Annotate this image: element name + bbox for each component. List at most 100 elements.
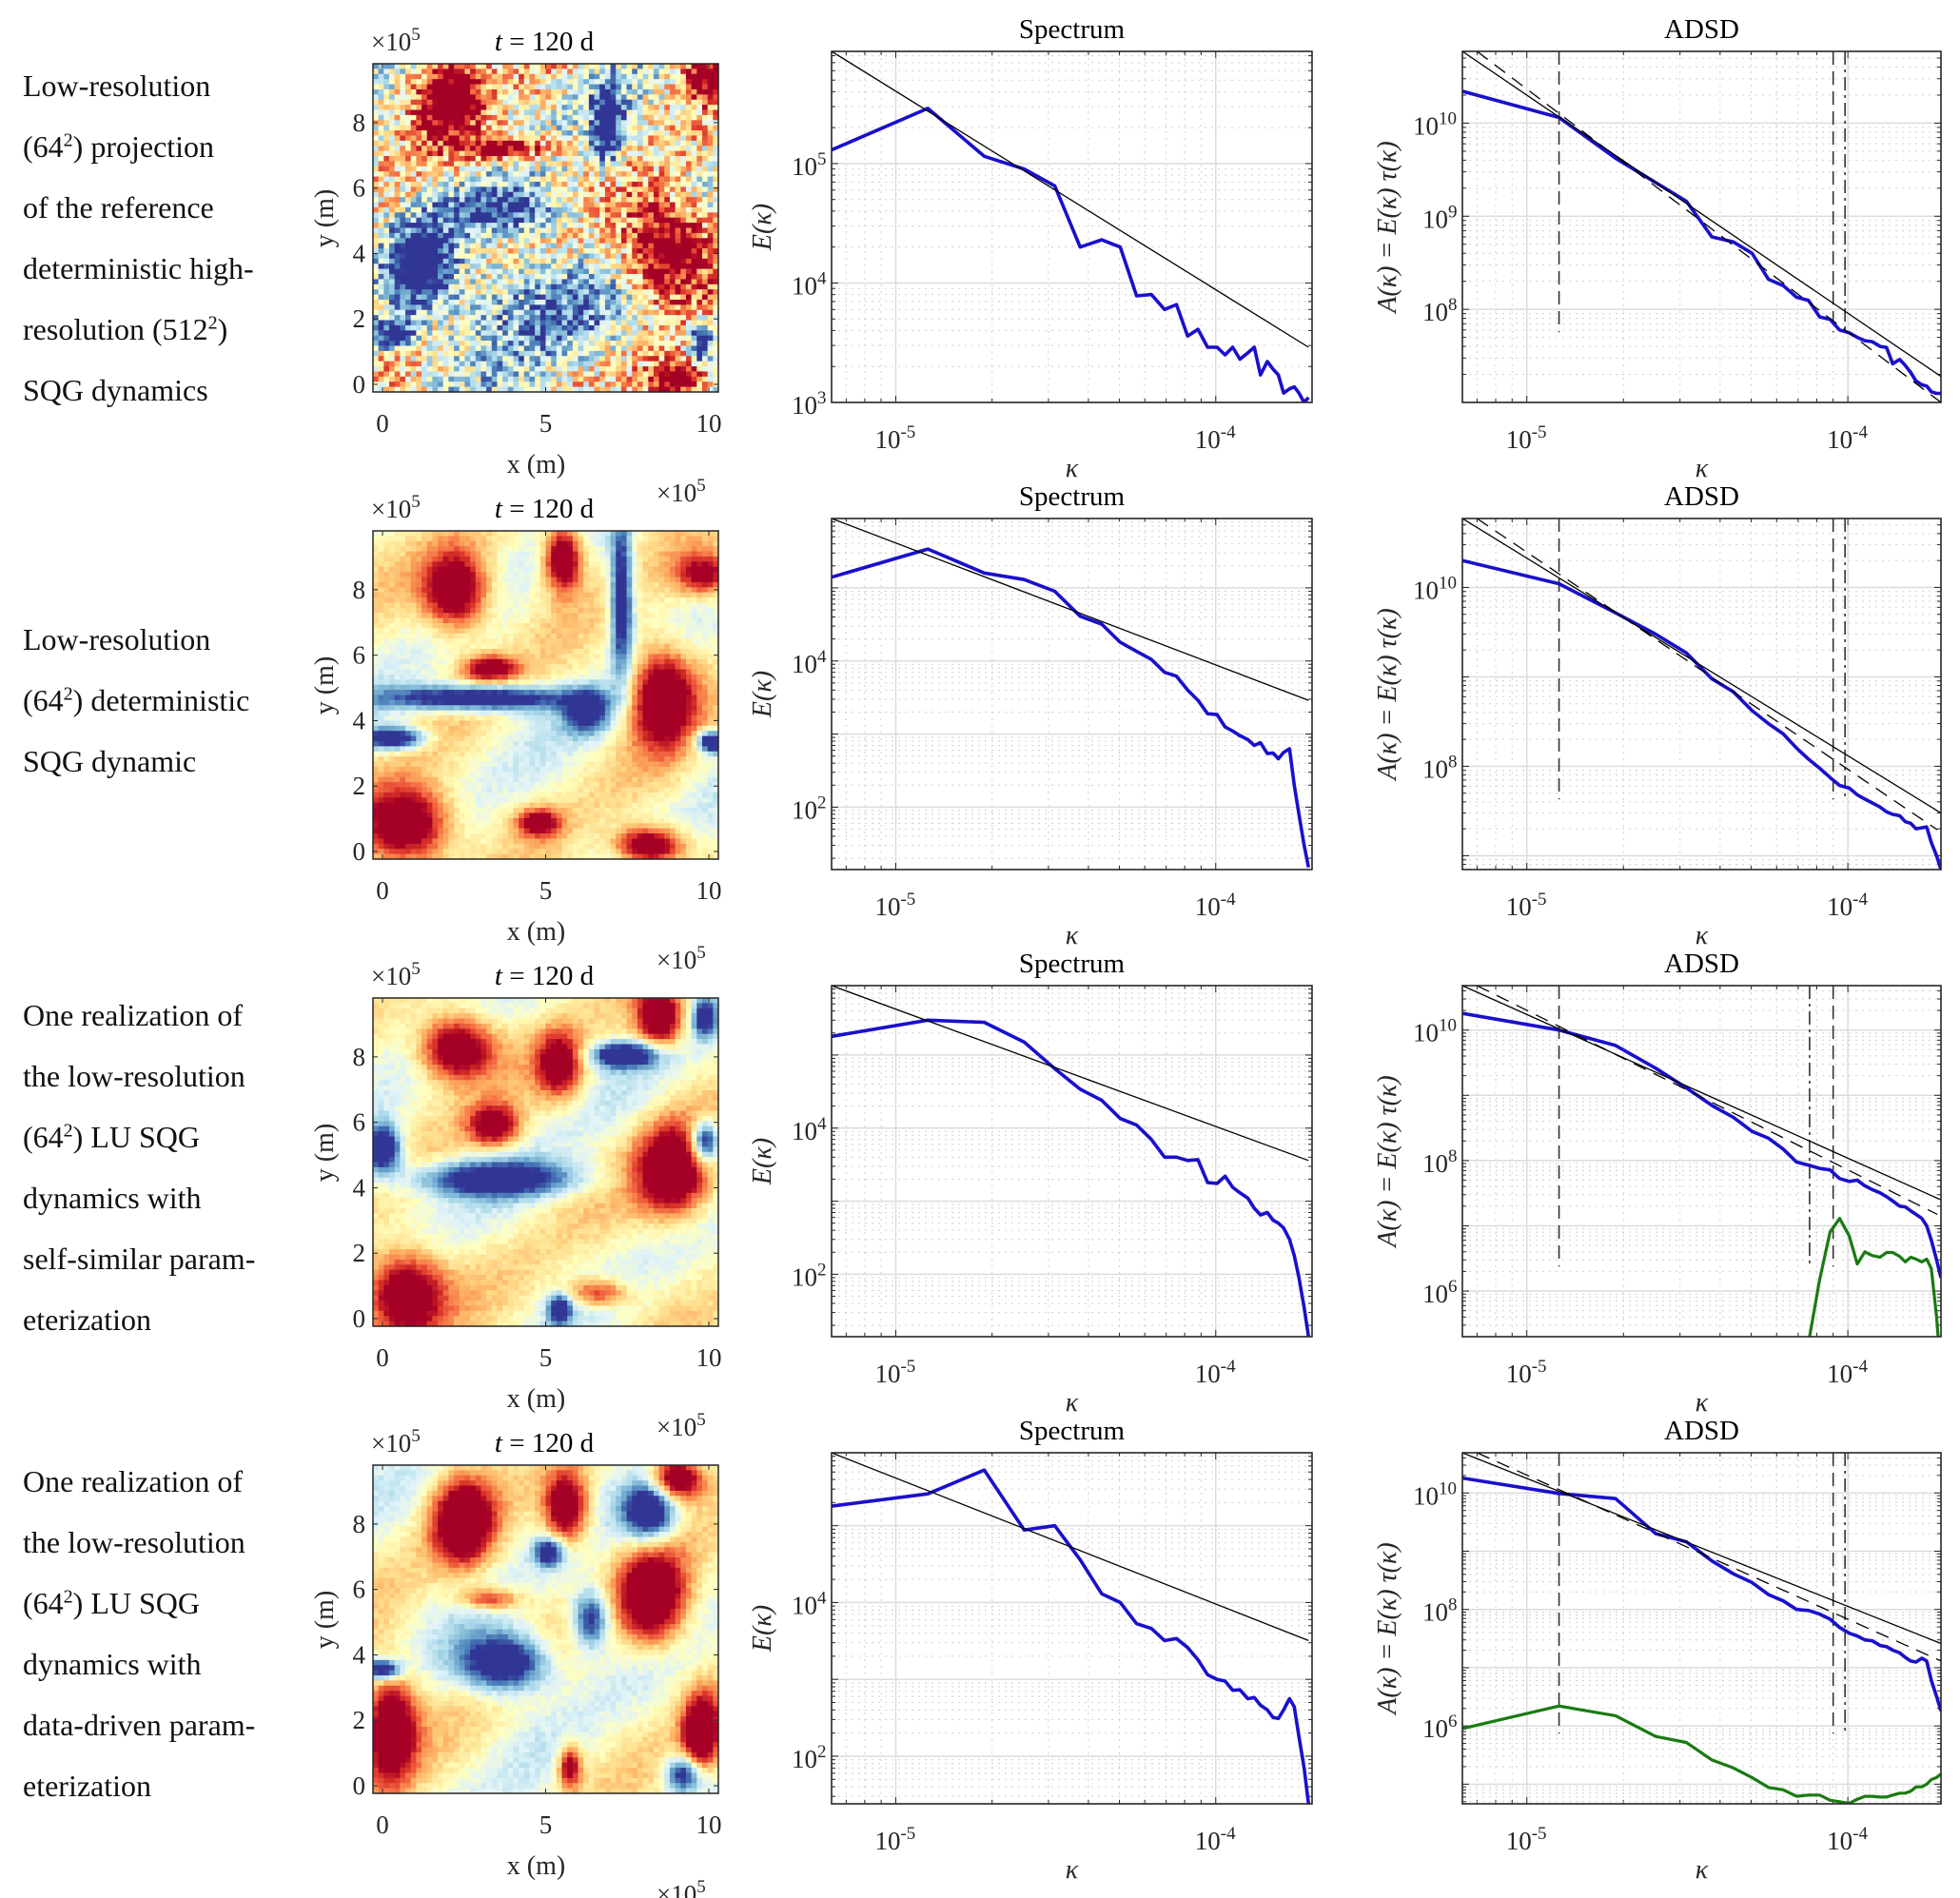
heatmap-cell [583,294,590,301]
heatmap-cell [610,94,617,101]
heatmap-cell [572,284,579,290]
heatmap-cell [480,84,487,90]
heatmap-cell [713,341,719,347]
heatmap-cell [637,227,644,234]
heatmap-cell [594,382,600,388]
heatmap-cell [394,279,401,285]
heatmap-cell [626,217,633,224]
heatmap-cell [464,556,471,562]
heatmap-cell [486,274,493,281]
heatmap-cell [604,181,612,187]
heatmap-cell [567,268,574,275]
heatmap-cell [567,376,574,382]
heatmap-cell [519,88,525,95]
heatmap-cell [389,341,396,347]
y-tick-label: 6 [353,174,366,203]
heatmap-cell [410,335,417,342]
heatmap-cell [578,248,584,255]
heatmap-cell [442,361,449,367]
heatmap-cell [610,88,617,95]
heatmap-cell [691,376,697,382]
heatmap-cell [610,540,617,547]
heatmap-cell [691,217,697,224]
heatmap-cell [394,197,401,204]
heatmap-cell [539,299,547,305]
heatmap-cell [604,279,612,285]
heatmap-cell [426,186,433,193]
heatmap-cell [470,166,477,172]
heatmap-cell [616,335,622,342]
heatmap-cell [400,125,406,131]
heatmap-cell [594,99,600,106]
heatmap-cell [616,243,622,249]
heatmap-cell [551,79,558,86]
heatmap-cell [470,171,477,178]
heatmap-cell [561,161,568,167]
heatmap-cell [707,64,714,69]
heatmap-cell [507,366,515,373]
heatmap-cell [416,232,422,239]
heatmap-cell [696,73,703,80]
heatmap-cell [653,376,660,382]
heatmap-cell [616,268,622,275]
heatmap-cell [632,212,638,219]
heatmap-cell [599,540,606,547]
heatmap-cell [556,561,563,568]
heatmap-cell [523,371,531,378]
heatmap-cell [632,191,638,198]
heatmap-cell [669,566,676,573]
heatmap-cell [696,181,703,187]
heatmap-cell [658,140,665,147]
heatmap-cell [545,243,552,249]
heatmap-cell [599,120,606,127]
heatmap-cell [669,556,676,562]
heatmap-cell [691,156,697,163]
heatmap-cell [620,289,628,296]
heatmap-cell [583,248,590,255]
heatmap-cell [561,227,568,234]
heatmap-cell [400,248,406,255]
heatmap-cell [378,356,384,362]
heatmap-cell [513,191,519,198]
heatmap-cell [653,264,660,270]
heatmap-cell [691,88,697,95]
heatmap-cell [470,264,477,270]
heatmap-cell [539,176,547,183]
heatmap-cell [685,561,693,568]
heatmap-cell [491,79,499,86]
heatmap-cell [448,561,455,568]
heatmap-cell [486,114,493,121]
row-description-line: the low-resolution [23,1059,245,1093]
heatmap-cell [620,146,628,152]
heatmap-cell [572,191,579,198]
heatmap-cell [464,279,471,285]
heatmap-cell [519,309,525,316]
heatmap-cell [416,386,422,393]
heatmap-cell [448,99,455,106]
heatmap-cell [459,324,466,331]
heatmap-cell [610,289,617,296]
heatmap-cell [669,202,676,208]
heatmap-cell [507,197,515,204]
heatmap-cell [535,371,541,378]
heatmap-cell [426,130,433,137]
heatmap-cell [588,140,596,147]
heatmap-cell [519,386,525,393]
heatmap-cell [561,279,568,285]
heatmap-cell [594,284,600,290]
heatmap-cell [405,361,412,367]
heatmap-cell [421,258,428,264]
heatmap-cell [448,546,455,553]
heatmap-cell [475,264,482,270]
heatmap-cell [545,556,552,562]
heatmap-cell [685,114,693,121]
heatmap-cell [454,212,461,219]
heatmap-cell [626,566,633,573]
heatmap-cell [616,146,622,152]
heatmap-cell [642,289,649,296]
heatmap-cell [664,156,671,163]
heatmap-cell [642,376,649,382]
heatmap-cell [464,309,471,316]
heatmap-cell [696,84,703,90]
heatmap-cell [491,217,499,224]
